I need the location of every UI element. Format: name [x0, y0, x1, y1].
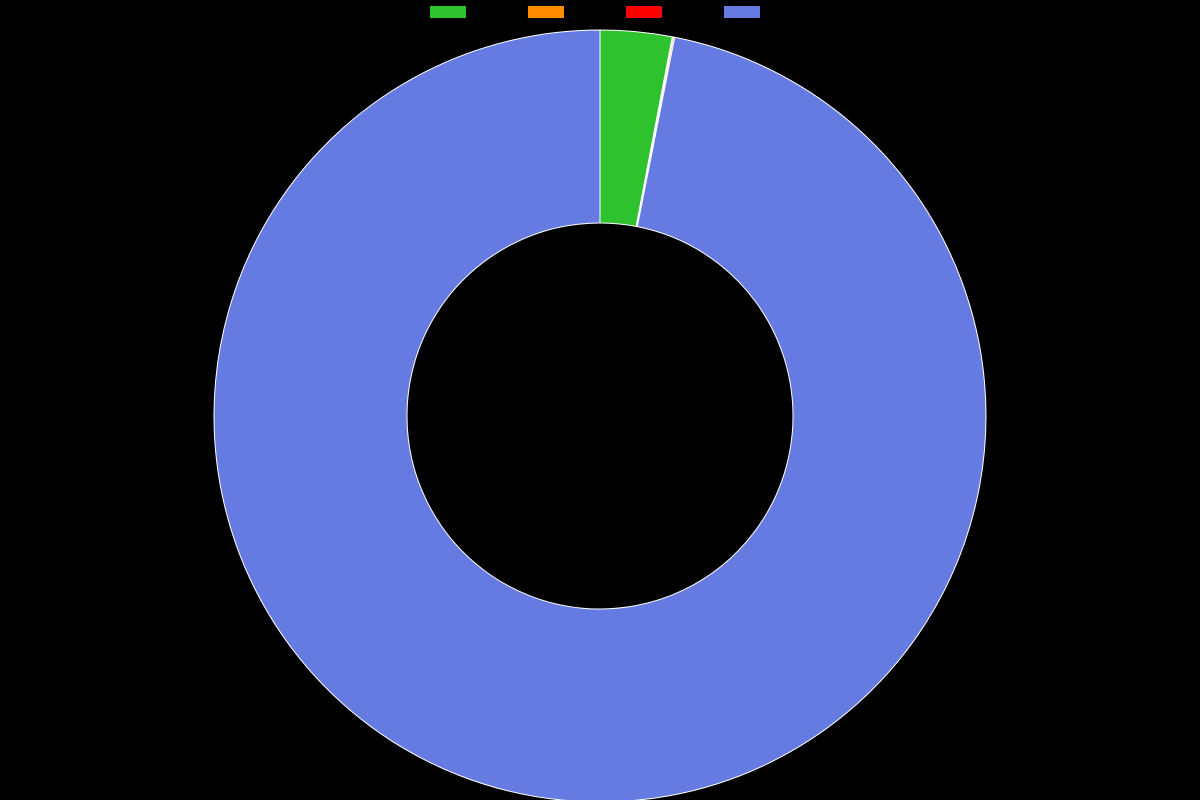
donut-slice-3 — [214, 30, 986, 800]
legend-item-3 — [724, 6, 770, 18]
legend-swatch-3 — [724, 6, 760, 18]
chart-container — [0, 0, 1200, 800]
legend-swatch-2 — [626, 6, 662, 18]
legend-item-1 — [528, 6, 574, 18]
donut-chart — [212, 28, 988, 800]
legend-swatch-0 — [430, 6, 466, 18]
legend-swatch-1 — [528, 6, 564, 18]
legend — [0, 6, 1200, 18]
legend-item-2 — [626, 6, 672, 18]
legend-item-0 — [430, 6, 476, 18]
donut-chart-wrap — [0, 28, 1200, 800]
